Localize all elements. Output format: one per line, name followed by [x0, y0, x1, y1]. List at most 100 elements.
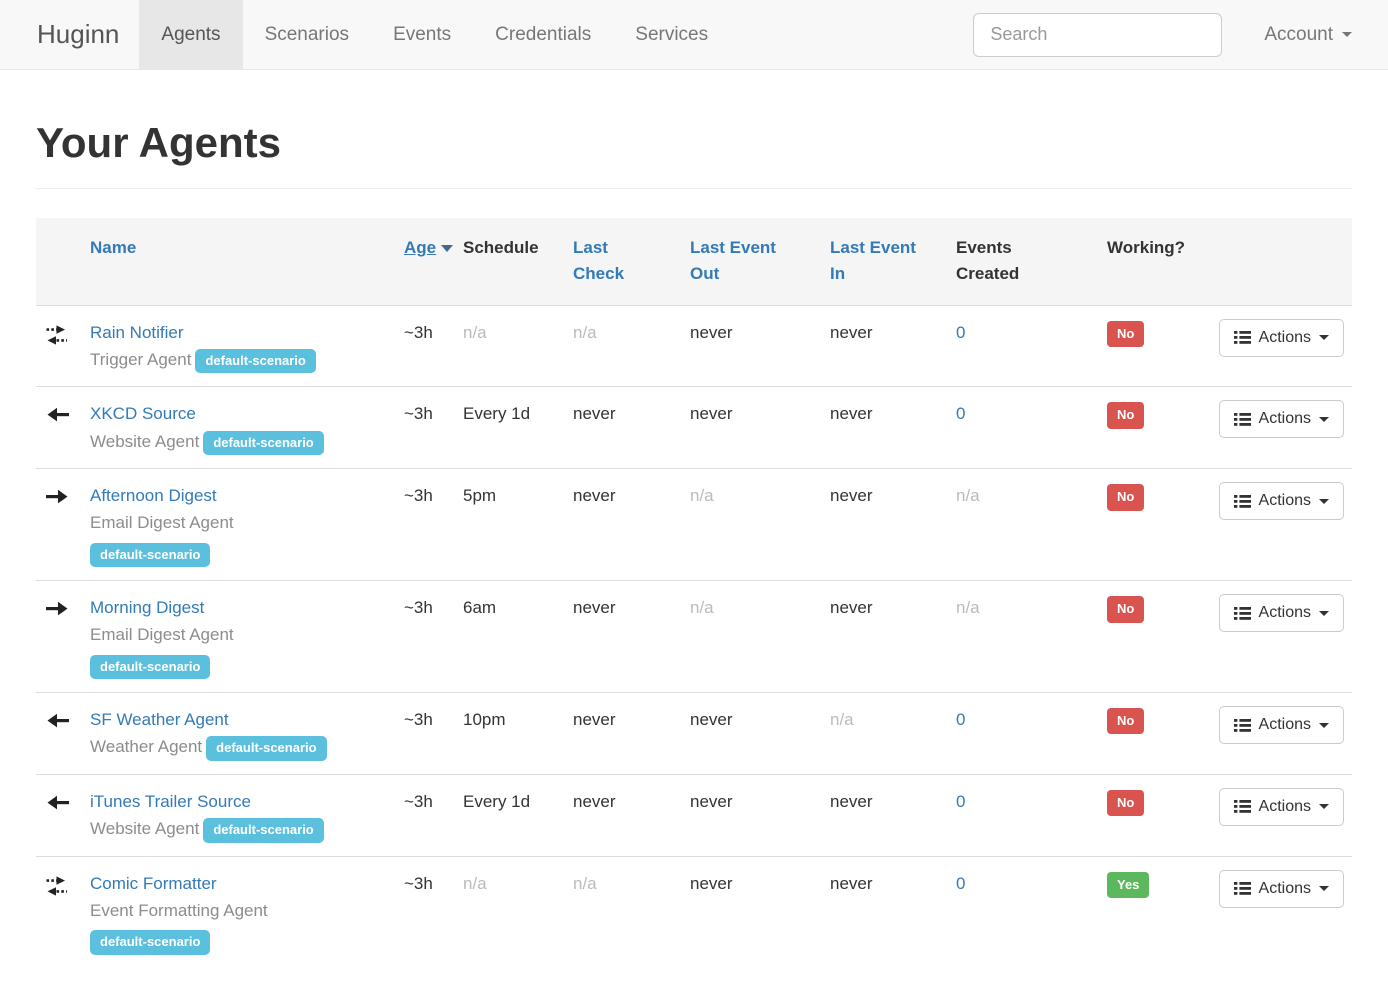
nav-item-events[interactable]: Events [371, 0, 473, 69]
actions-cell: Actions [1216, 773, 1352, 857]
arrow-left-icon [46, 712, 82, 729]
brand-link[interactable]: Huginn [37, 19, 120, 49]
scenario-badge[interactable]: default-scenario [203, 430, 324, 456]
agent-type-label: Event Formatting Agent [90, 900, 268, 920]
last-event-out-value: never [690, 322, 733, 342]
age-cell: ~3h [404, 692, 463, 775]
last-check-value: n/a [573, 873, 597, 893]
actions-button-label: Actions [1258, 879, 1311, 897]
last-event-in-cell: never [830, 386, 956, 469]
last-event-in-cell: never [830, 468, 956, 581]
working-cell: No [1107, 386, 1216, 469]
scenario-badge[interactable]: default-scenario [90, 930, 211, 955]
age-cell: ~3h [404, 855, 463, 968]
column-header-label[interactable]: Last Event Out [690, 238, 776, 284]
actions-cell: Actions [1216, 692, 1352, 775]
agent-type-line: Weather Agent default-scenario [90, 733, 396, 761]
column-header-age[interactable]: Age [404, 218, 463, 306]
events-count-link[interactable]: 0 [956, 791, 966, 811]
scenario-badge[interactable]: default-scenario [90, 542, 211, 568]
agent-name-link[interactable]: Comic Formatter [90, 873, 217, 893]
column-header-label[interactable]: Name [90, 238, 137, 257]
nav-item-agents[interactable]: Agents [139, 0, 243, 69]
actions-button[interactable]: Actions [1218, 400, 1344, 439]
actions-button[interactable]: Actions [1218, 318, 1344, 357]
agent-name-cell: iTunes Trailer Source Website Agent defaul… [90, 773, 404, 857]
column-header-label: Events Created [956, 238, 1020, 284]
list-icon [1233, 494, 1251, 509]
scenario-badge[interactable]: default-scenario [203, 818, 324, 843]
actions-button[interactable]: Actions [1218, 706, 1344, 745]
events-count-link[interactable]: 0 [956, 710, 966, 730]
column-header-label[interactable]: Last Event In [830, 238, 916, 284]
column-header-events-created: Events Created [956, 218, 1107, 306]
scenario-badge[interactable]: default-scenario [90, 654, 211, 680]
column-header-name[interactable]: Name [90, 218, 404, 306]
age-value: ~3h [404, 404, 433, 424]
list-icon [1233, 799, 1251, 814]
agent-name-cell: XKCD Source Website Agent default-scenario [90, 386, 404, 469]
events-count-link[interactable]: 0 [956, 404, 966, 424]
actions-cell: Actions [1216, 304, 1352, 387]
column-header-label[interactable]: Last Check [573, 238, 625, 284]
nav-item-label: Services [635, 23, 709, 45]
events-count-link[interactable]: 0 [956, 873, 966, 893]
last-event-out-cell: never [690, 773, 830, 857]
actions-button[interactable]: Actions [1218, 787, 1344, 826]
working-cell: Yes [1107, 855, 1216, 968]
last-event-in-value: never [830, 486, 873, 506]
agent-name-cell: Afternoon Digest Email Digest Agent defaul… [90, 468, 404, 581]
last-check-value: never [573, 791, 616, 811]
last-event-out-value: never [690, 404, 733, 424]
last-event-out-value: never [690, 791, 733, 811]
schedule-cell: 6am [463, 580, 573, 693]
events-count-link[interactable]: 0 [956, 322, 966, 342]
actions-button-label: Actions [1258, 492, 1311, 510]
actions-button-label: Actions [1258, 328, 1311, 346]
account-menu[interactable]: Account [1222, 24, 1372, 46]
column-header-label[interactable]: Age [404, 238, 437, 257]
actions-button[interactable]: Actions [1218, 869, 1344, 908]
column-header-last-check[interactable]: Last Check [573, 218, 690, 306]
agent-name-link[interactable]: Morning Digest [90, 598, 205, 618]
working-cell: No [1107, 468, 1216, 581]
header-icon-spacer [36, 218, 90, 306]
nav-item-scenarios[interactable]: Scenarios [243, 0, 372, 69]
actions-cell: Actions [1216, 580, 1352, 693]
agents-table-body: Rain Notifier Trigger Agent default-scenar… [36, 304, 1352, 968]
last-check-value: n/a [573, 322, 597, 342]
agent-name-link[interactable]: XKCD Source [90, 404, 196, 424]
arrow-left-icon [46, 794, 82, 811]
nav-item-services[interactable]: Services [613, 0, 730, 69]
actions-button[interactable]: Actions [1218, 482, 1344, 521]
agent-name-link[interactable]: iTunes Trailer Source [90, 791, 251, 811]
header-actions-spacer [1216, 218, 1352, 306]
last-check-cell: n/a [573, 304, 690, 387]
working-status-badge: No [1107, 484, 1145, 511]
scenario-badge[interactable]: default-scenario [206, 736, 327, 761]
last-event-out-cell: n/a [690, 468, 830, 581]
last-event-out-cell: never [690, 692, 830, 775]
agent-name-link[interactable]: Rain Notifier [90, 322, 184, 342]
actions-button[interactable]: Actions [1218, 594, 1344, 633]
table-row: SF Weather Agent Weather Agent default-sce… [36, 692, 1352, 775]
last-event-in-value: n/a [830, 710, 854, 730]
column-header-last-event-in[interactable]: Last Event In [830, 218, 956, 306]
working-cell: No [1107, 773, 1216, 857]
column-header-last-event-out[interactable]: Last Event Out [690, 218, 830, 306]
event-flow-cell [36, 855, 90, 968]
age-cell: ~3h [404, 386, 463, 469]
table-row: Afternoon Digest Email Digest Agent defaul… [36, 468, 1352, 581]
nav-item-credentials[interactable]: Credentials [473, 0, 613, 69]
working-cell: No [1107, 580, 1216, 693]
events-created-value: n/a [956, 598, 980, 618]
agent-name-link[interactable]: SF Weather Agent [90, 710, 229, 730]
scenario-badge-line: default-scenario [90, 540, 396, 568]
scenario-badge[interactable]: default-scenario [195, 348, 316, 374]
search-input[interactable] [973, 12, 1223, 57]
last-check-value: never [573, 710, 616, 730]
schedule-value: n/a [463, 873, 487, 893]
last-check-cell: never [573, 468, 690, 581]
agent-name-link[interactable]: Afternoon Digest [90, 486, 217, 506]
list-icon [1233, 881, 1251, 896]
